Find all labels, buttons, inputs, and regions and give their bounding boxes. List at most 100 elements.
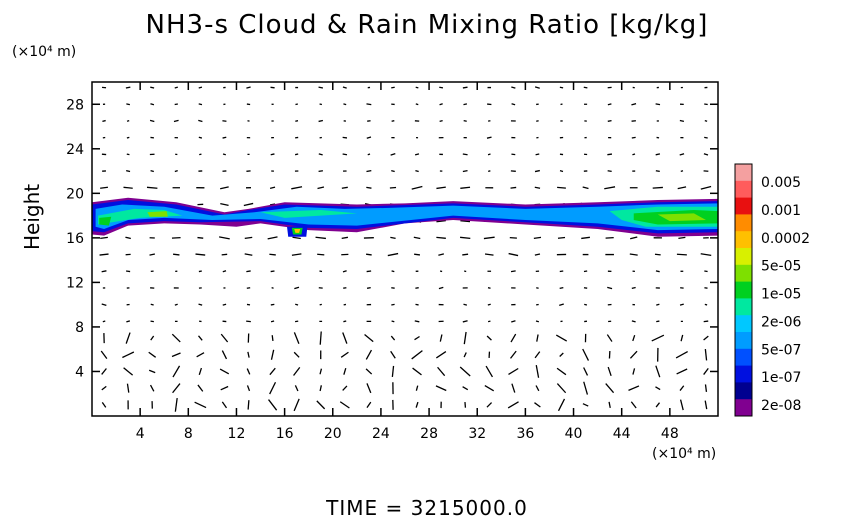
wind-vector — [460, 367, 470, 376]
wind-vector — [127, 384, 128, 393]
wind-vector — [511, 351, 517, 358]
colorbar-label: 0.001 — [761, 203, 801, 219]
wind-vector — [391, 87, 394, 88]
wind-vector — [367, 402, 371, 407]
wind-vector — [488, 304, 491, 305]
wind-vector — [608, 171, 612, 172]
wind-vector — [343, 154, 347, 155]
wind-vector — [512, 384, 515, 393]
wind-vector — [607, 154, 612, 155]
wind-vector — [415, 321, 420, 322]
wind-vector — [436, 237, 445, 238]
wind-vector — [340, 402, 349, 408]
wind-vector — [536, 386, 539, 391]
wind-vector — [391, 171, 394, 172]
wind-vector — [655, 254, 661, 255]
wind-vector — [438, 254, 443, 255]
x-tick-label: 44 — [613, 426, 631, 442]
x-tick-label: 4 — [136, 426, 145, 442]
wind-vector — [705, 384, 706, 391]
wind-vector — [127, 154, 130, 155]
wind-vector — [223, 271, 226, 272]
colorbar-swatch — [735, 399, 752, 416]
x-tick-label: 36 — [516, 426, 534, 442]
wind-vector — [294, 332, 299, 343]
wind-vector — [295, 385, 298, 391]
wind-vector — [487, 137, 492, 138]
wind-vector — [269, 254, 275, 255]
x-tick-label: 16 — [276, 426, 294, 442]
wind-vector — [295, 121, 298, 122]
wind-vector — [220, 204, 228, 206]
wind-vector — [320, 385, 321, 391]
wind-vector — [416, 87, 419, 88]
wind-vector — [365, 334, 374, 341]
wind-vector — [222, 402, 226, 408]
wind-vector — [122, 352, 133, 357]
wind-vector — [100, 254, 109, 255]
wind-vector — [245, 254, 253, 255]
wind-vector — [220, 187, 228, 189]
x-tick-label: 24 — [372, 426, 390, 442]
wind-vector — [126, 271, 130, 272]
wind-vector — [271, 271, 275, 272]
wind-vector — [704, 271, 707, 272]
wind-vector — [704, 104, 707, 105]
wind-vector — [343, 321, 346, 322]
wind-vector — [412, 186, 423, 189]
wind-vector — [100, 237, 108, 238]
wind-vector — [172, 353, 180, 357]
y-tick-label: 12 — [66, 275, 84, 291]
wind-vector — [391, 304, 394, 305]
wind-vector — [656, 104, 660, 105]
wind-vector — [705, 121, 707, 122]
colorbar-label: 1e-05 — [761, 287, 801, 303]
wind-vector — [291, 187, 302, 189]
wind-vector — [508, 368, 518, 374]
wind-vector — [631, 104, 636, 105]
wind-vector — [149, 352, 156, 357]
wind-vector — [102, 386, 107, 390]
colorbar-swatch — [735, 248, 752, 265]
wind-vector — [244, 203, 253, 205]
wind-vector — [368, 154, 370, 155]
wind-vector — [440, 271, 442, 272]
wind-vector — [367, 271, 371, 272]
wind-vector — [558, 238, 565, 239]
wind-vector — [511, 187, 517, 188]
wind-vector — [701, 254, 712, 256]
wind-vector — [559, 399, 565, 411]
wind-vector — [630, 237, 637, 239]
wind-vector — [272, 335, 273, 341]
wind-vector — [320, 369, 321, 375]
wind-vector — [485, 386, 494, 391]
wind-vector — [342, 187, 348, 188]
wind-vector — [223, 304, 226, 305]
wind-vector — [628, 386, 638, 390]
wind-vector — [508, 402, 518, 408]
wind-vector — [581, 237, 590, 238]
wind-vector — [440, 104, 443, 105]
colorbar-swatch — [735, 265, 752, 282]
wind-vector — [438, 367, 445, 375]
wind-vector — [653, 187, 663, 188]
wind-vector — [584, 304, 587, 305]
wind-vector — [247, 369, 250, 375]
wind-vector — [607, 287, 612, 288]
wind-vector — [560, 171, 563, 172]
wind-vector — [680, 386, 684, 391]
wind-vector — [150, 87, 154, 88]
wind-vector — [678, 237, 685, 238]
wind-vector — [413, 368, 422, 375]
colorbar-swatch — [735, 164, 752, 181]
wind-vector — [584, 87, 588, 88]
wind-vector — [199, 104, 202, 105]
wind-vector — [583, 349, 589, 361]
wind-vector — [268, 237, 278, 239]
colorbar-swatch — [735, 382, 752, 399]
wind-vector — [102, 402, 105, 407]
wind-vector — [248, 400, 249, 409]
wind-vector — [559, 304, 564, 305]
wind-vector — [150, 254, 155, 255]
wind-vector — [462, 254, 468, 255]
